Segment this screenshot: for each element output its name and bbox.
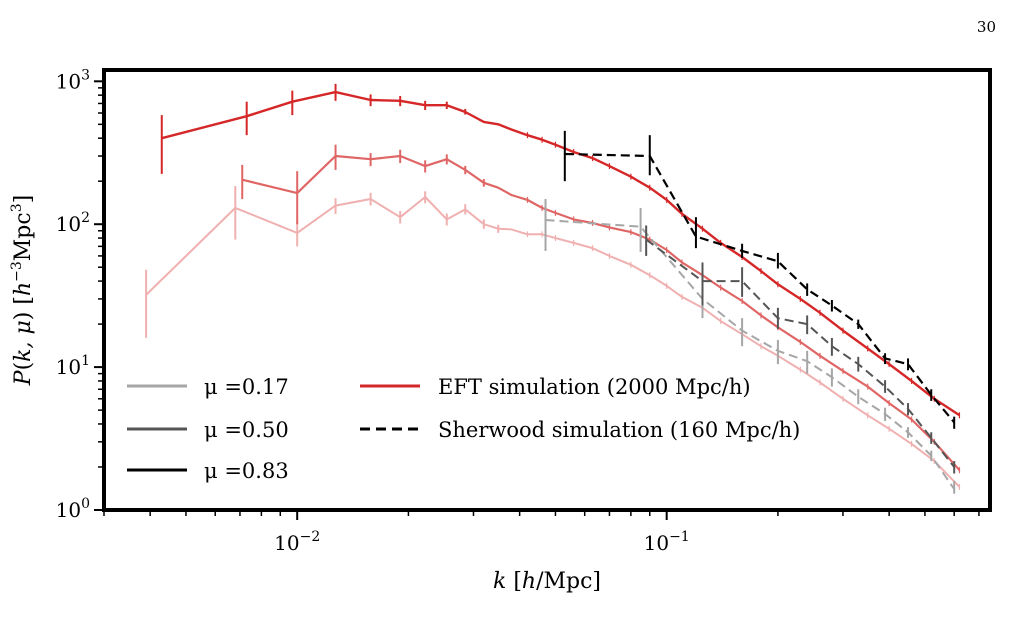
series-line [161, 90, 961, 417]
y-tick-label: 101 [56, 353, 90, 379]
series-layer [145, 83, 961, 494]
series-line [545, 219, 956, 490]
plot-area [102, 68, 992, 512]
x-tick-label: 10−2 [274, 529, 320, 555]
svg-text:P(k, μ) [h−3Mpc3]: P(k, μ) [h−3Mpc3] [9, 195, 36, 386]
legend-label-sim: Sherwood simulation (160 Mpc/h) [438, 418, 800, 442]
x-tick-label: 10−1 [644, 529, 690, 555]
y-axis-label: P(k, μ) [h−3Mpc3] [9, 195, 36, 386]
series-eft-mu-083 [160, 83, 961, 419]
y-tick-label: 103 [56, 67, 90, 93]
series-sherwood-mu-017 [544, 199, 956, 494]
legend-label-sim: EFT simulation (2000 Mpc/h) [438, 375, 751, 399]
series-line [145, 196, 961, 488]
legend-label-mu: μ =0.50 [204, 418, 289, 442]
y-tick-label: 102 [56, 210, 90, 236]
axis-ticks: 10−2 10−1 100 101 102 103 [56, 67, 980, 555]
x-axis-label: k [h/Mpc] [493, 569, 601, 594]
series-eft-mu-05 [241, 144, 961, 474]
series-sherwood-mu-05 [645, 225, 956, 474]
legend-label-mu: μ =0.17 [204, 375, 289, 399]
svg-text:k [h/Mpc]: k [h/Mpc] [493, 569, 601, 594]
plot-frame [102, 68, 992, 512]
series-line [241, 154, 961, 471]
legend-label-mu: μ =0.83 [204, 459, 289, 483]
series-line [564, 152, 956, 424]
series-sherwood-mu-083 [563, 130, 956, 429]
y-tick-label: 100 [56, 496, 90, 522]
legend: μ =0.17 μ =0.50 μ =0.83 EFT simulation (200… [127, 375, 800, 483]
page-number: 30 [976, 18, 996, 36]
series-eft-mu-017 [145, 186, 961, 490]
